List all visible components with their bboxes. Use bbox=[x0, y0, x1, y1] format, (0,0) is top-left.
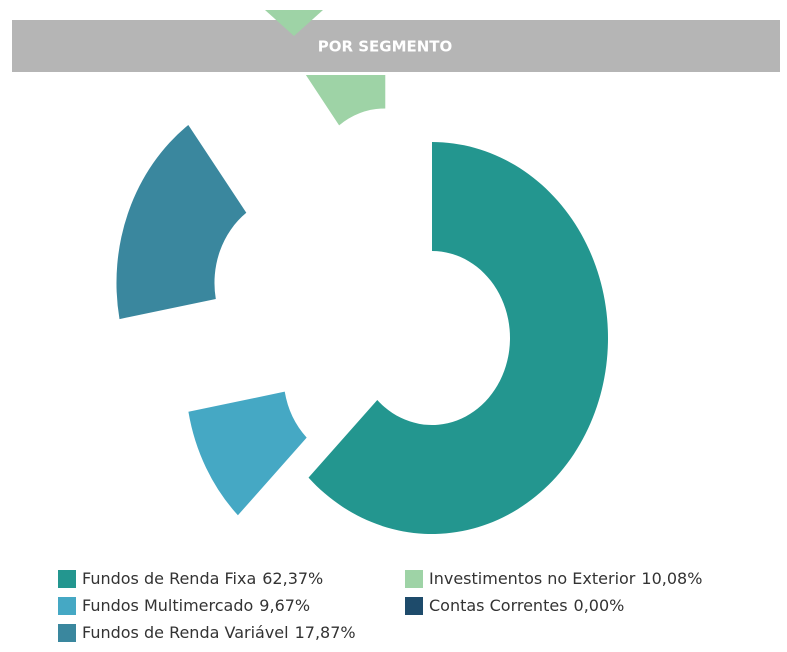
legend-label: Fundos de Renda Variável 17,87% bbox=[82, 623, 356, 642]
legend-swatch bbox=[405, 597, 423, 615]
slice bbox=[116, 124, 247, 320]
legend-swatch bbox=[58, 624, 76, 642]
legend-value: 10,08% bbox=[641, 569, 702, 588]
legend-value: 17,87% bbox=[295, 623, 356, 642]
slice bbox=[305, 75, 386, 126]
legend-value: 9,67% bbox=[259, 596, 310, 615]
legend-name: Fundos de Renda Fixa bbox=[82, 569, 256, 588]
legend-swatch bbox=[58, 597, 76, 615]
legend: Fundos de Renda Fixa 62,37% Fundos Multime… bbox=[58, 569, 702, 642]
slice bbox=[308, 142, 609, 534]
legend-label: Fundos Multimercado 9,67% bbox=[82, 596, 310, 615]
legend-value: 62,37% bbox=[262, 569, 323, 588]
legend-name: Fundos Multimercado bbox=[82, 596, 253, 615]
legend-value: 0,00% bbox=[574, 596, 625, 615]
slice bbox=[188, 391, 307, 516]
legend-label: Fundos de Renda Fixa 62,37% bbox=[82, 569, 323, 588]
header-title: POR SEGMENTO bbox=[318, 38, 453, 56]
legend-name: Investimentos no Exterior bbox=[429, 569, 636, 588]
donut bbox=[116, 75, 609, 534]
legend-swatch bbox=[405, 570, 423, 588]
legend-name: Contas Correntes bbox=[429, 596, 568, 615]
header-pointer bbox=[265, 10, 323, 36]
legend-label: Contas Correntes 0,00% bbox=[429, 596, 624, 615]
legend-swatch bbox=[58, 570, 76, 588]
header-bar bbox=[12, 20, 780, 72]
legend-name: Fundos de Renda Variável bbox=[82, 623, 289, 642]
legend-label: Investimentos no Exterior 10,08% bbox=[429, 569, 702, 588]
